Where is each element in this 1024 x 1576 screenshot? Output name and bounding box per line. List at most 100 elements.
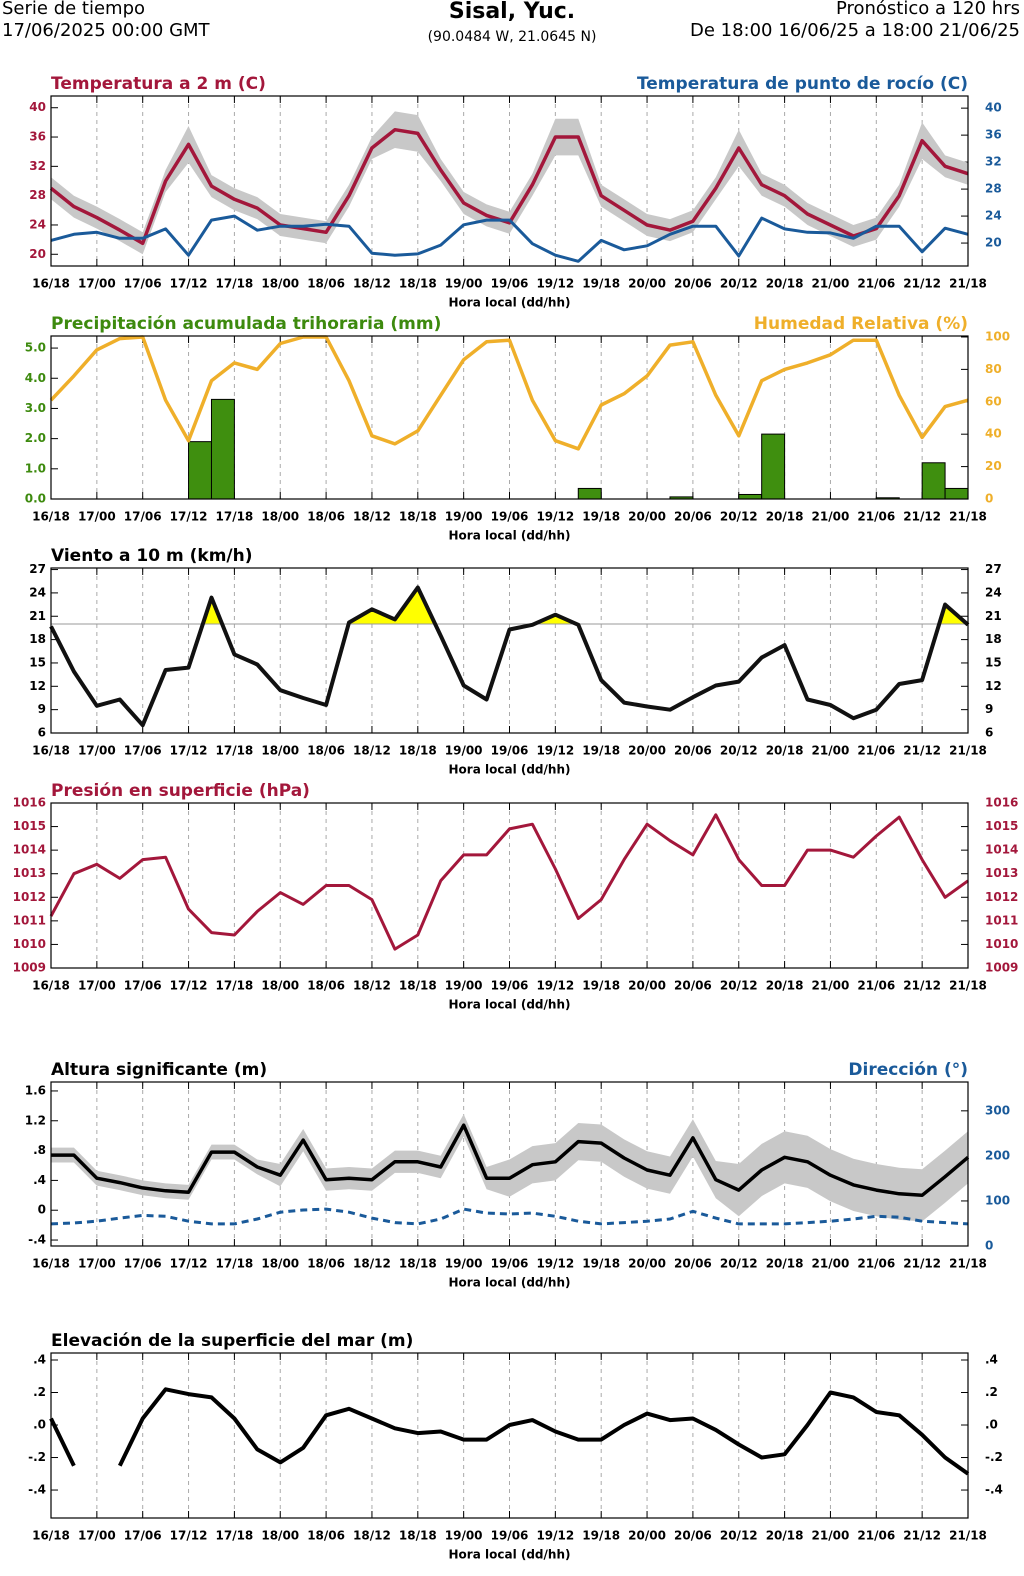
bar	[921, 462, 946, 500]
y-tick-label: .8	[33, 1143, 46, 1157]
x-tick-label: 17/00	[78, 277, 116, 291]
header-left: Serie de tiempo	[2, 0, 145, 19]
y-tick-label: 1012	[13, 890, 46, 904]
line	[49, 335, 969, 451]
y-tick-label: 24	[985, 585, 1002, 599]
chart-title: Temperatura a 2 m (C)	[51, 74, 266, 94]
x-tick-label: 19/00	[445, 510, 483, 524]
x-tick-label: 21/06	[857, 1257, 895, 1271]
x-tick-label: 17/12	[170, 744, 208, 758]
x-tick-label: 20/12	[720, 979, 758, 993]
x-tick-label: 16/18	[32, 744, 70, 758]
y-tick-label: 40	[29, 100, 46, 114]
x-tick-label: 20/00	[628, 510, 666, 524]
y-tick-label: -.2	[28, 1450, 46, 1464]
y-tick-label: 28	[29, 188, 46, 202]
y2-tick-label: 20	[985, 459, 1002, 473]
x-tick-label: 17/12	[170, 1529, 208, 1543]
x-tick-label: 17/00	[78, 1257, 116, 1271]
y-tick-label: 18	[985, 632, 1002, 646]
x-tick-label: 21/18	[949, 979, 987, 993]
x-tick-label: 19/00	[445, 744, 483, 758]
x-axis-label: Hora local (dd/hh)	[449, 1548, 571, 1562]
header-title: Sisal, Yuc.	[449, 0, 575, 24]
y-tick-label: 1009	[13, 961, 46, 975]
x-tick-label: 18/12	[353, 1529, 391, 1543]
x-tick-label: 20/00	[628, 1529, 666, 1543]
x-tick-label: 17/12	[170, 510, 208, 524]
y2-tick-label: 40	[985, 427, 1002, 441]
bar	[188, 441, 212, 500]
x-tick-label: 18/00	[261, 1257, 299, 1271]
x-tick-label: 18/18	[399, 744, 437, 758]
x-tick-label: 21/18	[949, 1529, 987, 1543]
bar	[944, 487, 969, 500]
y-tick-label: 15	[985, 655, 1002, 669]
y-tick-label: 1.6	[25, 1083, 46, 1097]
y-tick-label: 0.0	[25, 492, 46, 506]
plot-frame	[50, 1352, 969, 1519]
y2-tick-label: 60	[985, 394, 1002, 408]
x-tick-label: 18/00	[261, 1529, 299, 1543]
y-tick-label: 1015	[13, 819, 46, 833]
x-tick-label: 19/18	[582, 1257, 620, 1271]
x-tick-label: 18/18	[399, 1529, 437, 1543]
chart-title: Precipitación acumulada trihoraria (mm)	[51, 314, 441, 334]
panel: 16/18 17/00 17/06 17/12 17/18 18/00 18/06 18/12…	[13, 781, 1019, 1012]
x-tick-label: 21/12	[903, 277, 941, 291]
y2-title: Dirección (°)	[848, 1060, 968, 1080]
x-tick-label: 17/06	[124, 1257, 162, 1271]
y-tick-label: 21	[985, 609, 1002, 623]
bar	[210, 398, 235, 500]
plot-frame	[50, 802, 969, 969]
x-tick-label: 16/18	[32, 1257, 70, 1271]
x-tick-label: 17/06	[124, 510, 162, 524]
y-tick-label: 1.2	[25, 1113, 46, 1127]
y-tick-label: 1010	[13, 937, 46, 951]
x-tick-label: 16/18	[32, 510, 70, 524]
y2-tick-label: 40	[985, 101, 1002, 115]
x-tick-label: 17/18	[216, 1529, 254, 1543]
x-tick-label: 20/18	[766, 979, 804, 993]
line	[49, 813, 969, 951]
x-tick-label: 19/06	[491, 979, 529, 993]
x-tick-label: 20/06	[674, 1529, 712, 1543]
x-tick-label: 19/00	[445, 979, 483, 993]
x-tick-label: 16/18	[32, 979, 70, 993]
x-tick-label: 20/18	[766, 744, 804, 758]
header-right: Pronóstico a 120 hrs	[836, 0, 1020, 19]
x-tick-label: 17/12	[170, 1257, 208, 1271]
x-tick-label: 20/06	[674, 277, 712, 291]
y2-tick-label: 200	[985, 1148, 1010, 1162]
plot-frame	[50, 335, 969, 500]
x-tick-label: 21/12	[903, 510, 941, 524]
x-tick-label: 18/00	[261, 510, 299, 524]
x-tick-label: 19/00	[445, 1257, 483, 1271]
x-tick-label: 17/00	[78, 1529, 116, 1543]
x-tick-label: 20/12	[720, 1257, 758, 1271]
x-tick-label: 19/18	[582, 1529, 620, 1543]
x-tick-label: 19/06	[491, 510, 529, 524]
x-tick-label: 20/06	[674, 979, 712, 993]
x-tick-label: 17/18	[216, 1257, 254, 1271]
x-tick-label: 18/12	[353, 1257, 391, 1271]
y-tick-label: -.4	[28, 1233, 46, 1247]
y-tick-label: 1015	[985, 819, 1018, 833]
chart-title: Elevación de la superficie del mar (m)	[51, 1331, 413, 1351]
panel: 16/18 17/00 17/06 17/12 17/18 18/00 18/06 18/12…	[29, 546, 1001, 777]
x-tick-label: 20/00	[628, 277, 666, 291]
header-subtitle: (90.0484 W, 21.0645 N)	[428, 29, 597, 45]
x-tick-label: 21/00	[812, 1529, 850, 1543]
x-tick-label: 19/12	[536, 1529, 574, 1543]
x-tick-label: 17/06	[124, 277, 162, 291]
y-tick-label: 6	[38, 726, 46, 740]
y-tick-label: 2.0	[25, 431, 46, 445]
y-tick-label: 21	[29, 609, 46, 623]
y-tick-label: 1011	[13, 913, 46, 927]
y2-tick-label: 28	[985, 182, 1002, 196]
x-tick-label: 20/06	[674, 510, 712, 524]
x-tick-label: 18/06	[307, 1257, 345, 1271]
x-tick-label: 20/18	[766, 277, 804, 291]
y-tick-label: 36	[29, 130, 46, 144]
